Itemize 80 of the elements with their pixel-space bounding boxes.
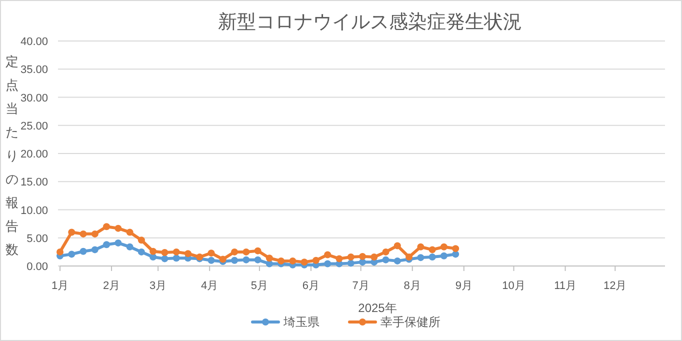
point [172,248,180,256]
point [184,250,192,258]
point [359,252,366,260]
y-tick-label: 30.00 [20,92,48,104]
y-tick-label: 0.00 [26,261,48,273]
x-axis-title: 2025年 [358,301,397,315]
point [324,251,332,258]
point [382,256,390,264]
point [382,248,390,256]
point [428,254,436,260]
point [254,247,262,254]
y-tick-label: 20.00 [20,148,48,160]
point [347,260,354,267]
x-tick-label: 9月 [455,280,472,292]
y-tick-label: 35.00 [20,64,48,76]
point [138,248,145,256]
x-tick-label: 8月 [404,280,421,292]
x-tick-label: 4月 [201,280,218,292]
y-tick-label: 10.00 [20,204,48,217]
x-tick-label: 2月 [102,280,120,292]
point [138,236,145,244]
point [56,248,64,256]
y-tick-label: 5.00 [26,232,48,245]
x-tick-label: 1月 [51,280,69,292]
point [126,228,134,236]
point [80,248,87,255]
point [417,243,424,250]
point [324,260,332,268]
x-tick-label: 6月 [302,280,320,292]
point [312,256,320,264]
point [161,249,168,256]
point [231,256,238,264]
point [336,255,343,262]
point [219,256,226,263]
point [394,242,401,250]
legend-label: 幸手保健所 [380,315,440,329]
legend-label: 埼玉県 [282,315,320,329]
text: 定点当たりの報告数 [6,54,18,257]
point [289,257,296,264]
point [91,230,98,238]
point [394,257,401,264]
x-tick-label: 5月 [250,280,268,292]
point [242,248,250,256]
point [80,230,87,238]
point [278,257,285,264]
x-tick-label: 11月 [554,280,576,292]
point [161,255,168,262]
point [172,254,180,262]
point [440,243,448,250]
point [208,250,215,257]
point [440,252,448,260]
point [242,256,250,264]
x-tick-label: 3月 [150,280,167,292]
point [126,243,134,250]
point [114,239,122,246]
point [114,224,122,232]
x-tick-label: 7月 [352,280,370,292]
point [150,248,157,255]
point [266,254,273,262]
point [254,256,262,264]
x-tick-label: 10月 [502,280,526,292]
point [208,256,215,264]
point [231,248,238,256]
point [452,245,460,252]
point [68,250,76,258]
point [300,258,308,266]
point [417,254,424,262]
point [103,241,110,248]
point [347,254,354,260]
point [370,254,378,260]
point [406,254,413,260]
y-tick-label: 40.00 [20,36,48,48]
point [428,246,436,254]
y-tick-label: 15.00 [20,176,48,189]
chart-title: 新型コロナウイルス感染症発生状況 [218,11,522,33]
point [91,246,98,254]
x-tick-label: 12月 [604,280,627,292]
point [103,223,110,230]
point [68,228,76,236]
y-tick-label: 25.00 [20,120,48,132]
